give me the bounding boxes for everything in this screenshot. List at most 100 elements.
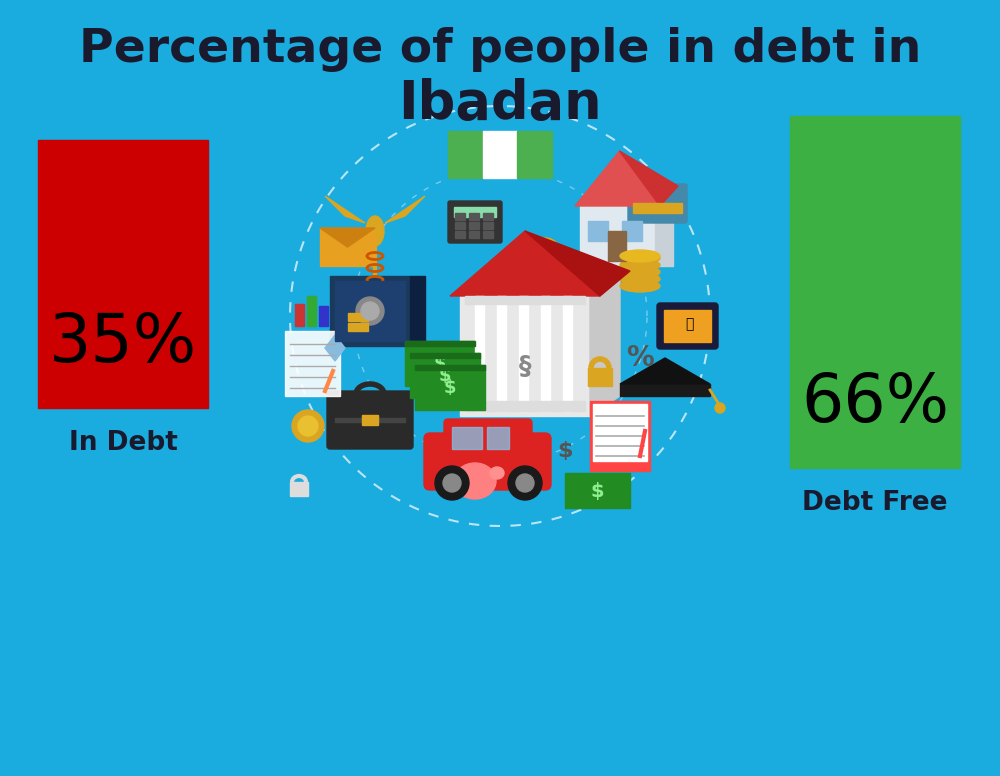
Ellipse shape [490,467,504,479]
Bar [483,231,493,238]
Bar [452,427,482,449]
Bar [517,131,552,178]
Bar [541,296,550,411]
Ellipse shape [366,216,384,246]
Bar [38,140,208,408]
Circle shape [298,416,318,436]
Ellipse shape [620,250,660,262]
Polygon shape [325,196,365,223]
Text: 35%: 35% [49,310,197,376]
Bar [295,304,304,326]
Text: $: $ [557,441,573,461]
Bar [335,418,405,422]
Bar [348,323,368,331]
Text: $: $ [444,379,456,397]
Ellipse shape [454,463,496,499]
Bar [448,131,483,178]
Bar [410,353,480,358]
Bar [483,222,493,229]
Bar [588,221,608,241]
Polygon shape [620,358,710,384]
Text: Percentage of people in debt in: Percentage of people in debt in [79,27,921,72]
Bar [319,306,328,326]
Circle shape [508,466,542,500]
Bar [307,296,316,326]
Bar [483,213,493,220]
Bar [664,310,711,342]
Text: $: $ [439,367,451,385]
Text: 66%: 66% [801,370,949,436]
Circle shape [443,474,461,492]
FancyBboxPatch shape [424,433,551,490]
FancyBboxPatch shape [657,303,718,349]
Bar [483,131,517,178]
Bar [622,221,642,241]
Polygon shape [590,276,620,416]
Ellipse shape [448,487,458,495]
Bar [588,368,612,386]
Bar [620,384,710,396]
FancyBboxPatch shape [444,419,532,455]
Bar [563,296,572,411]
Circle shape [356,297,384,325]
Text: Ibadan: Ibadan [398,78,602,130]
Bar [415,365,485,370]
Bar [455,222,465,229]
Bar [330,276,410,346]
Bar [415,365,485,410]
Bar [608,231,626,261]
Bar [590,401,650,471]
Polygon shape [575,151,660,206]
Text: $: $ [434,355,446,373]
Bar [469,231,479,238]
Bar [475,296,484,411]
Bar [630,171,640,196]
Ellipse shape [620,259,660,271]
Text: In Debt: In Debt [69,430,177,456]
Text: 🏦: 🏦 [685,317,693,331]
Bar [565,473,630,508]
Bar [405,341,475,346]
Ellipse shape [620,273,660,285]
Bar [405,341,475,386]
Bar [580,206,655,266]
Bar [335,281,405,341]
Bar [460,296,590,416]
FancyBboxPatch shape [628,184,687,223]
Bar [655,206,673,266]
Bar [465,401,585,411]
Bar [455,213,465,220]
Polygon shape [325,335,345,361]
Polygon shape [620,151,678,206]
Bar [469,222,479,229]
Bar [455,231,465,238]
Bar [348,313,368,321]
Circle shape [292,410,324,442]
Bar [285,331,340,396]
Bar [519,296,528,411]
Bar [469,213,479,220]
Bar [290,482,308,496]
FancyBboxPatch shape [448,201,502,243]
Bar [487,427,509,449]
Bar [790,116,960,468]
FancyBboxPatch shape [327,391,413,449]
Ellipse shape [620,266,660,278]
Bar [410,353,480,398]
Bar [633,203,682,213]
Polygon shape [525,231,630,296]
Text: %: % [626,344,654,372]
Polygon shape [385,196,425,223]
Bar [454,207,496,217]
Circle shape [516,474,534,492]
Text: $: $ [590,481,604,501]
Polygon shape [450,231,600,296]
Bar [362,415,378,425]
Bar [320,228,375,266]
Text: §: § [519,354,531,378]
Circle shape [361,302,379,320]
Circle shape [290,106,710,526]
Circle shape [715,403,725,413]
Bar [410,276,425,346]
Bar [497,296,506,411]
